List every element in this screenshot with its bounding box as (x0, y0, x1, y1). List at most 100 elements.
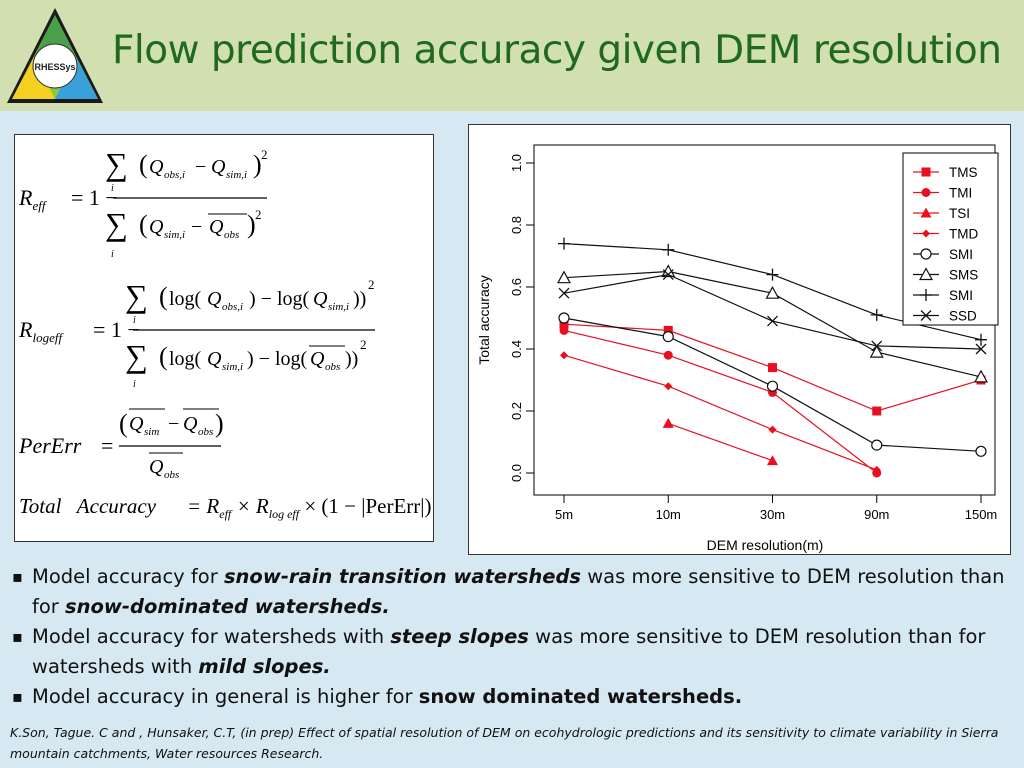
svg-text:obs: obs (224, 229, 239, 241)
data-point (973, 369, 989, 383)
data-point (663, 350, 673, 360)
svg-text:Q: Q (129, 413, 144, 435)
bullet-text: steep slopes (390, 625, 529, 648)
bullet-text: was more sensitive to DEM resolution tha… (32, 565, 1005, 618)
svg-text:=: = (101, 433, 113, 458)
svg-text:i: i (111, 183, 114, 194)
svg-text:)): )) (353, 288, 366, 310)
legend-marker (918, 267, 934, 281)
legend-marker (921, 188, 931, 197)
svg-text:∑: ∑ (105, 206, 128, 242)
formula-rlogeff: Rlogeff = 1 − ∑ ( log( Q obs,i ) − log( … (18, 277, 375, 390)
bullet-item: ▪ Model accuracy in general is higher for… (12, 682, 1012, 712)
chart-panel: 0.0 0.2 0.4 0.6 0.8 1.0 5m 10m 30m 90m 150m TMS TM… (468, 124, 1011, 555)
data-point (560, 351, 568, 360)
y-tick-label: 0.6 (509, 278, 524, 296)
legend-label: TSI (949, 206, 970, 221)
svg-text:2: 2 (368, 277, 375, 292)
svg-text:sim,i: sim,i (226, 169, 247, 181)
y-tick-label: 0.0 (509, 464, 524, 482)
x-tick-label: 10m (656, 507, 681, 522)
y-axis-label: Total accuracy (476, 275, 492, 364)
svg-text:log(: log( (169, 348, 202, 370)
svg-text:−: − (195, 156, 206, 178)
x-tick-label: 90m (864, 507, 889, 522)
series-ssd (558, 269, 987, 355)
bullet-item: ▪ Model accuracy for watersheds with stee… (12, 622, 1012, 682)
svg-text:Q: Q (313, 288, 328, 310)
bullet-marker: ▪ (12, 687, 23, 706)
bullet-item: ▪ Model accuracy for snow-rain transition… (12, 562, 1012, 622)
series-line (668, 422, 773, 462)
svg-text:sim,i: sim,i (164, 229, 185, 241)
svg-text:−: − (191, 216, 202, 238)
formula-total-accuracy: Total Accuracy = Reff × Rlog eff × (1 − … (19, 494, 431, 521)
data-point (767, 455, 778, 466)
legend-marker (922, 229, 930, 238)
svg-text:Reff: Reff (18, 185, 48, 213)
formula-reff: Reff = 1 − ∑ ( Q obs,i − Q sim,i ) 2 i ∑… (18, 146, 268, 260)
svg-text:Q: Q (149, 216, 164, 238)
data-point (558, 287, 570, 299)
svg-text:2: 2 (255, 207, 262, 222)
series-smi (558, 312, 987, 457)
legend-box (902, 152, 999, 326)
data-point (559, 319, 569, 329)
rhessys-logo: RHESSys (7, 8, 103, 103)
data-point (558, 237, 570, 250)
y-tick-label: 0.4 (509, 340, 524, 358)
svg-text:)): )) (345, 348, 358, 370)
svg-text:sim: sim (144, 426, 159, 438)
svg-text:Q: Q (209, 216, 224, 238)
reference-citation: K.Son, Tague. C and , Hunsaker, C.T, (in… (10, 725, 999, 761)
y-tick-label: 0.8 (509, 216, 524, 234)
slide-title: Flow prediction accuracy given DEM resol… (112, 28, 1002, 73)
y-tick-label: 1.0 (509, 154, 524, 172)
svg-text:Q: Q (149, 456, 164, 478)
svg-text:Q: Q (183, 413, 198, 435)
bullet-text: snow dominated watersheds. (418, 685, 743, 708)
bullet-marker: ▪ (12, 627, 23, 646)
data-point (559, 325, 569, 335)
logo-text: RHESSys (34, 62, 75, 72)
svg-text:(: ( (139, 210, 148, 239)
legend-label: TMS (949, 165, 978, 180)
data-point (766, 268, 779, 281)
legend-label: TMD (949, 227, 978, 242)
data-point (767, 315, 778, 327)
series-line (563, 329, 878, 474)
data-point (765, 285, 780, 299)
svg-text:) − log(: ) − log( (249, 288, 309, 310)
data-point (871, 340, 883, 352)
svg-text:obs,i: obs,i (222, 301, 243, 313)
bullet-text: Model accuracy in general is higher for (32, 685, 419, 708)
data-point (664, 382, 673, 391)
svg-text:Rlogeff: Rlogeff (18, 317, 64, 345)
series-sms (556, 264, 989, 383)
legend-label: SMI (949, 247, 973, 262)
svg-text:): ) (253, 150, 262, 179)
svg-text:i: i (133, 315, 136, 326)
data-point (662, 269, 674, 281)
formula-pererr: PerErr = ( Q sim − Q obs ) Q obs (18, 408, 224, 481)
svg-text:obs: obs (164, 469, 179, 481)
svg-text:Q: Q (149, 156, 164, 178)
svg-text:(: ( (139, 150, 148, 179)
data-point (768, 363, 777, 373)
data-point (975, 445, 987, 457)
data-point (872, 406, 882, 416)
svg-text:obs: obs (198, 426, 213, 438)
bullet-text: was more sensitive to DEM resolution tha… (32, 625, 986, 678)
data-point (768, 425, 777, 434)
x-tick-label: 30m (760, 507, 785, 522)
data-point (558, 312, 570, 324)
svg-text:obs: obs (325, 361, 340, 373)
svg-text:Q: Q (211, 156, 226, 178)
svg-text:= 1 −: = 1 − (93, 317, 140, 342)
legend-label: SSD (949, 309, 977, 324)
x-axis-label: DEM resolution(m) (707, 537, 824, 553)
bullet-marker: ▪ (12, 567, 23, 586)
bullet-text: Model accuracy for (32, 565, 224, 588)
bullet-text: snow-dominated watersheds. (65, 595, 390, 618)
series-tsi (662, 417, 778, 466)
